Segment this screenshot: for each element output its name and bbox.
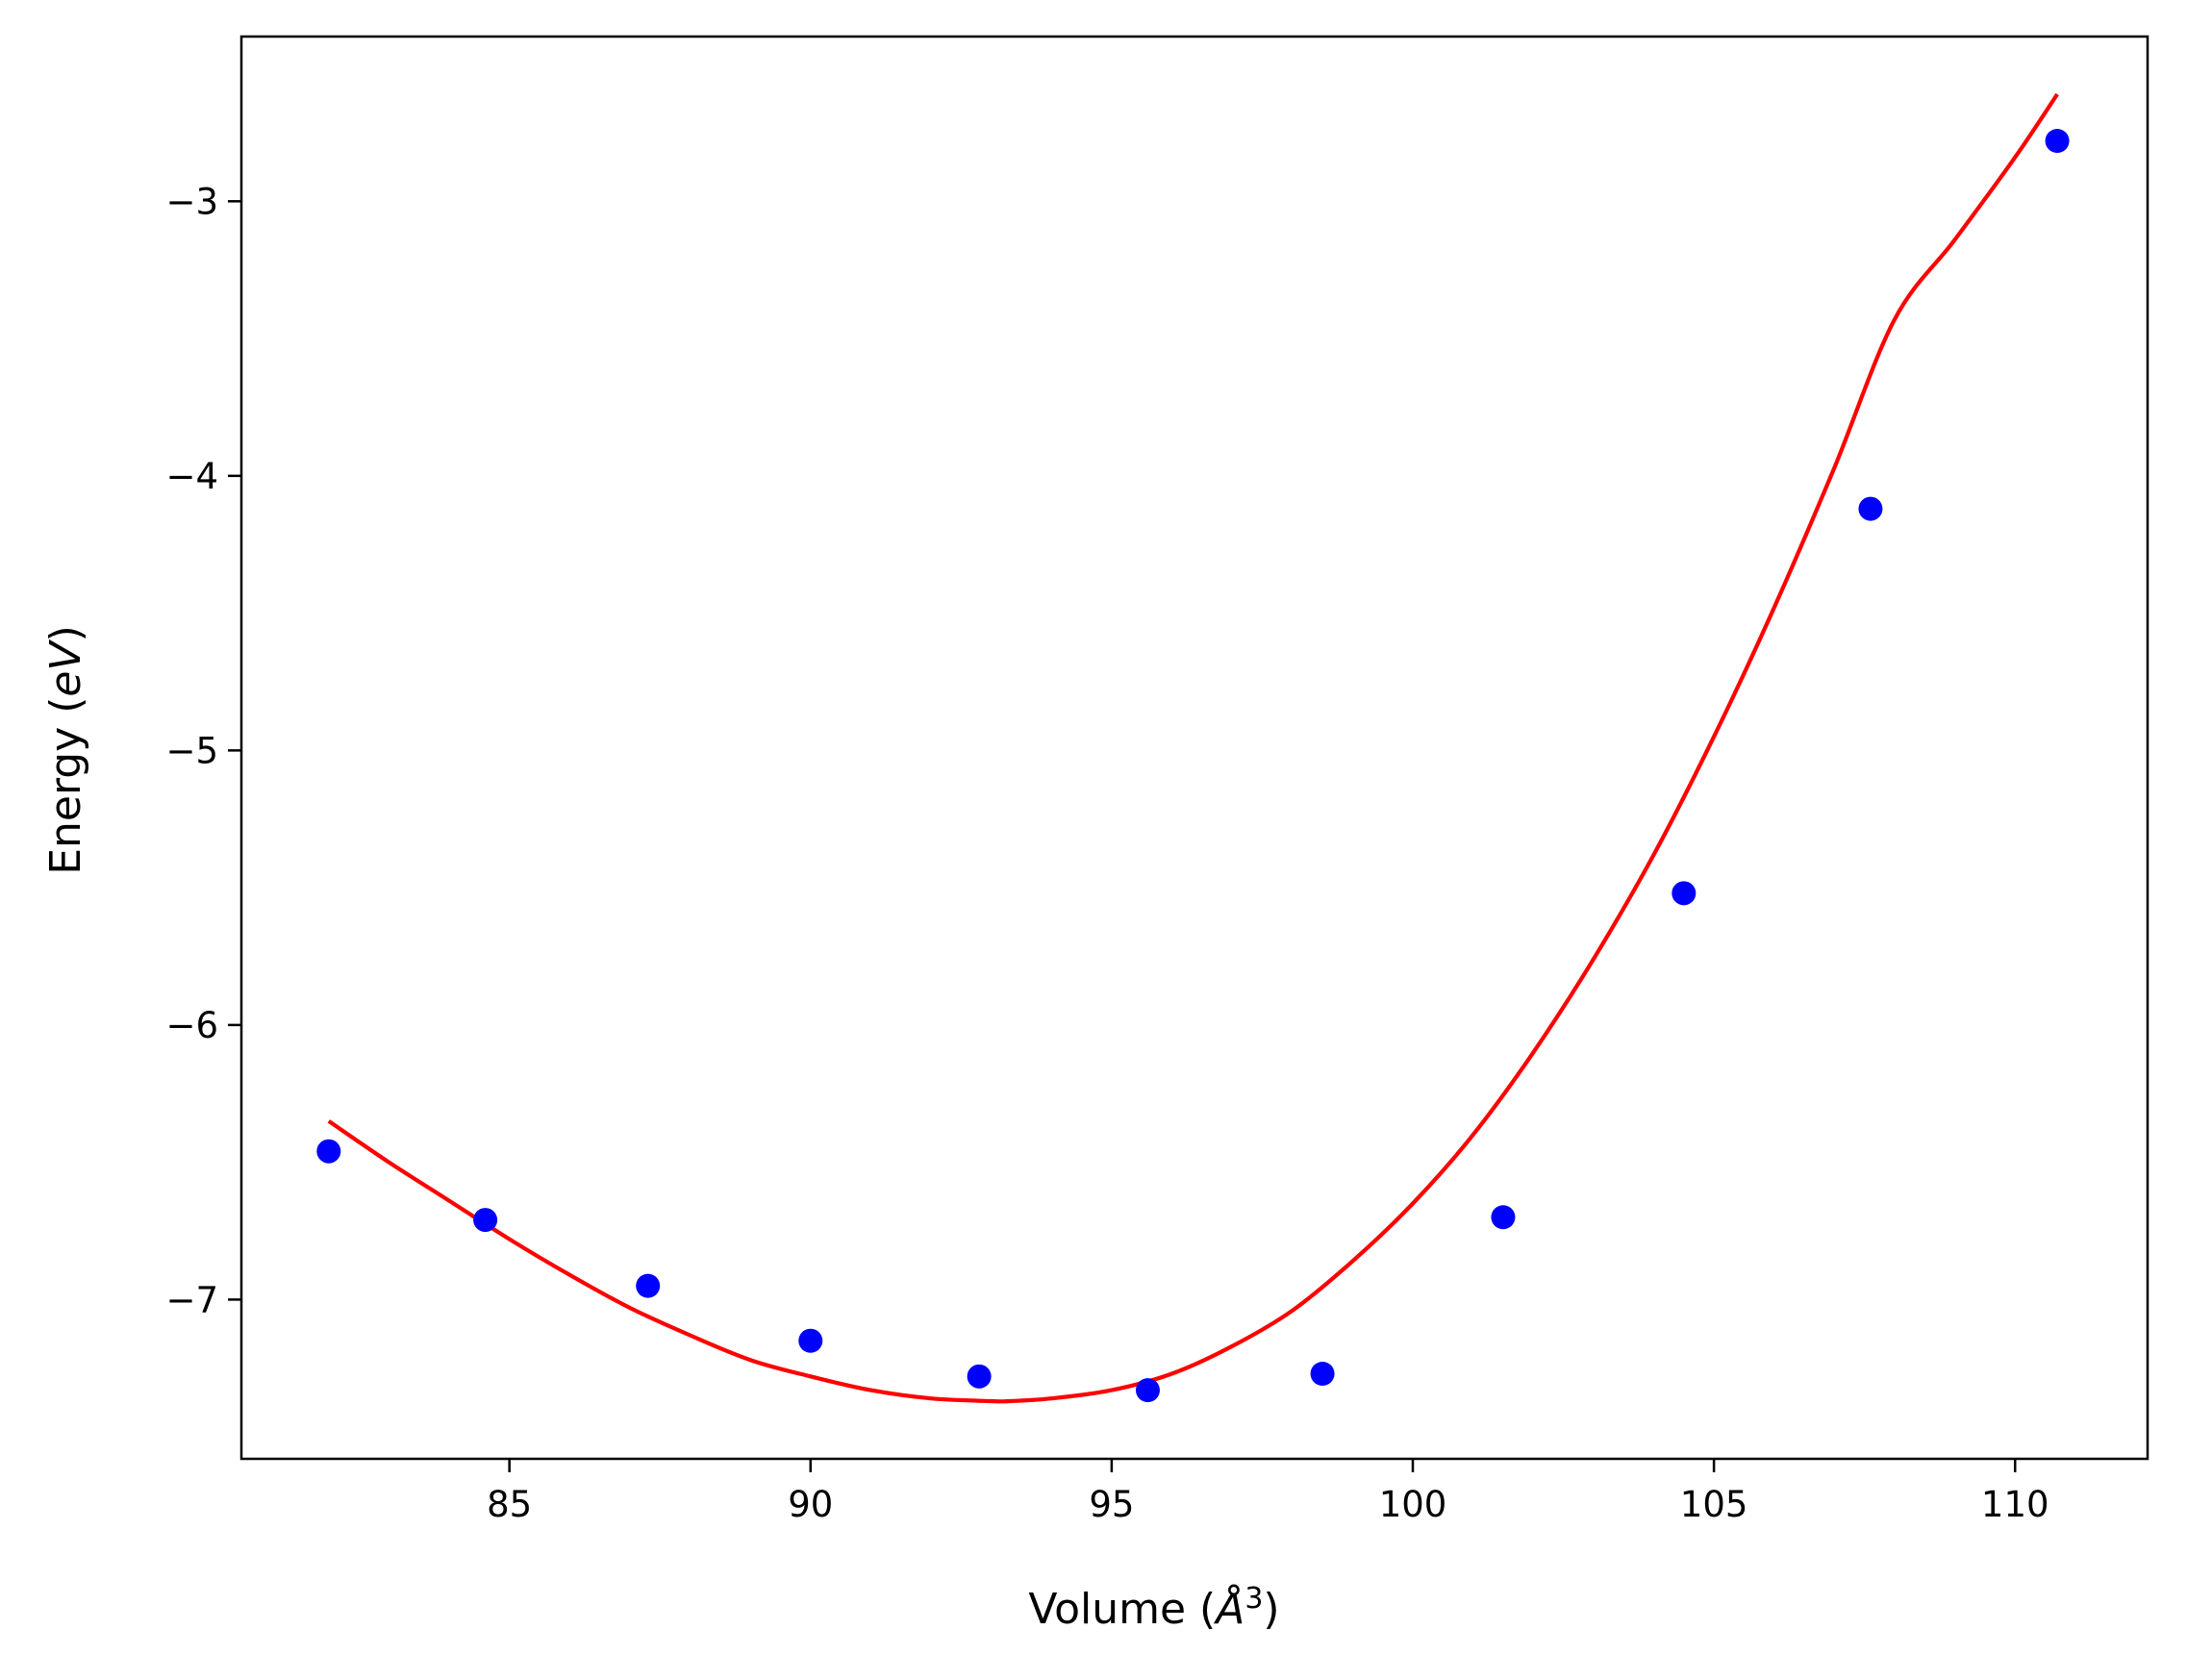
data-point	[798, 1328, 823, 1353]
data-point	[1672, 881, 1697, 906]
y-tick-label: −6	[165, 1005, 218, 1046]
plot-frame	[239, 35, 2149, 1461]
x-tick-label: 85	[487, 1484, 532, 1525]
x-tick-label: 105	[1680, 1484, 1748, 1525]
plot-area	[316, 92, 2070, 1404]
x-tick-label: 100	[1379, 1484, 1447, 1525]
axes: 85 90 95 100 105 110 −7 −6 −5 −4 −3	[165, 35, 2149, 1525]
y-tick-label: −3	[165, 181, 218, 222]
data-point	[316, 1139, 341, 1164]
data-point	[1135, 1378, 1160, 1403]
data-point	[1858, 496, 1883, 521]
y-tick-label: −7	[165, 1279, 218, 1320]
data-point	[2045, 128, 2070, 153]
data-point	[967, 1364, 992, 1389]
x-axis-label: Volume (Å3)	[1028, 1582, 1279, 1634]
y-tick-label: −5	[165, 730, 218, 771]
data-point	[1310, 1361, 1335, 1386]
data-point	[636, 1273, 661, 1298]
x-tick-label: 95	[1089, 1484, 1134, 1525]
y-tick-label: −4	[165, 456, 218, 497]
x-tick-label: 110	[1981, 1484, 2049, 1525]
data-point	[473, 1208, 498, 1233]
data-point	[1491, 1205, 1516, 1230]
x-tick-label: 90	[788, 1484, 833, 1525]
fit-curve	[327, 92, 2059, 1404]
y-axis-label: Energy (eV)	[41, 625, 90, 875]
